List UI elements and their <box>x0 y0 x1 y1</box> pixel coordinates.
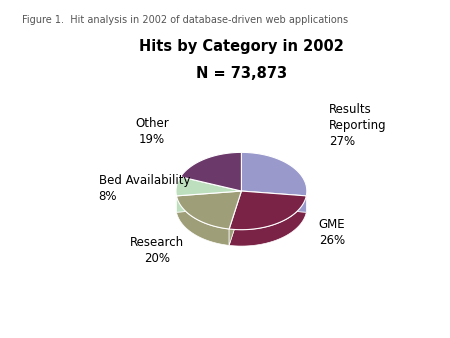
Polygon shape <box>180 152 241 191</box>
Polygon shape <box>306 191 307 212</box>
Polygon shape <box>229 191 241 245</box>
Polygon shape <box>229 191 241 245</box>
Text: Hits by Category in 2002: Hits by Category in 2002 <box>139 39 344 54</box>
Polygon shape <box>176 177 241 196</box>
Polygon shape <box>229 191 306 230</box>
Text: Figure 1.  Hit analysis in 2002 of database-driven web applications: Figure 1. Hit analysis in 2002 of databa… <box>22 15 349 25</box>
Polygon shape <box>241 191 306 212</box>
Text: GME
26%: GME 26% <box>319 218 345 247</box>
Polygon shape <box>241 152 307 196</box>
Polygon shape <box>176 196 229 245</box>
Polygon shape <box>176 191 241 229</box>
Polygon shape <box>229 196 306 246</box>
Text: Other
19%: Other 19% <box>135 117 169 146</box>
Polygon shape <box>176 191 241 212</box>
Polygon shape <box>176 191 241 212</box>
Text: N = 73,873: N = 73,873 <box>196 66 287 81</box>
Text: Bed Availability
8%: Bed Availability 8% <box>99 174 190 202</box>
Polygon shape <box>241 191 306 212</box>
Text: Results
Reporting
27%: Results Reporting 27% <box>329 103 387 148</box>
Text: Research
20%: Research 20% <box>130 236 184 265</box>
